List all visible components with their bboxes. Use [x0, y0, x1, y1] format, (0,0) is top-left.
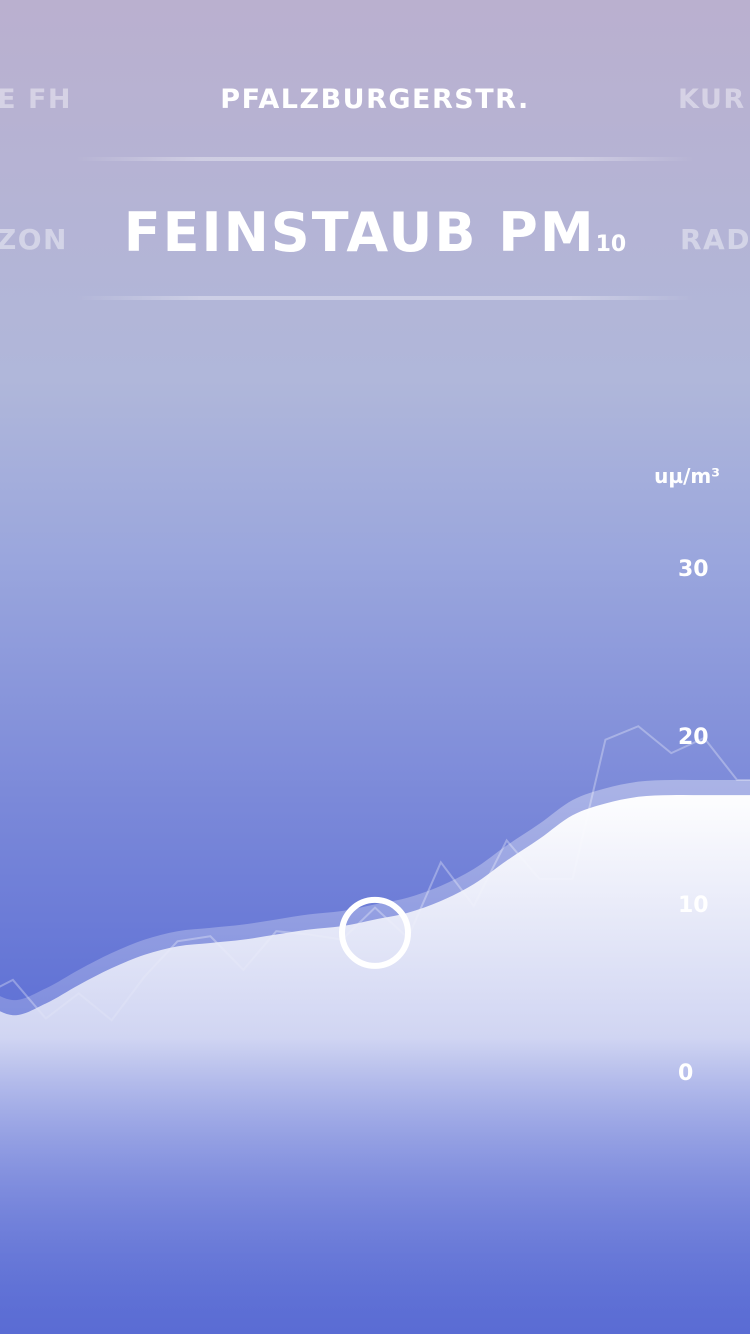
station-current: PFALZBURGERSTR. — [220, 84, 530, 115]
y-tick-label: 10 — [678, 893, 709, 918]
station-next[interactable]: KUR — [678, 84, 746, 115]
y-tick-label: 20 — [678, 725, 709, 750]
metric-title: FEINSTAUB PM — [123, 201, 596, 264]
metric-next[interactable]: RAD — [680, 223, 750, 256]
header-divider-top — [75, 157, 695, 161]
data-area — [0, 794, 750, 1334]
y-tick-label: 30 — [678, 557, 709, 582]
metric-subscript: 10 — [595, 232, 627, 257]
y-tick-label: 0 — [678, 1061, 694, 1086]
unit-label: uµ/m³ — [654, 464, 720, 488]
metric-prev[interactable]: ZON — [0, 223, 68, 256]
station-prev[interactable]: E FH — [0, 84, 72, 115]
cursor-handle[interactable] — [339, 896, 411, 969]
header-divider-bottom — [75, 296, 695, 300]
metric-current: FEINSTAUB PM10 — [0, 198, 750, 281]
